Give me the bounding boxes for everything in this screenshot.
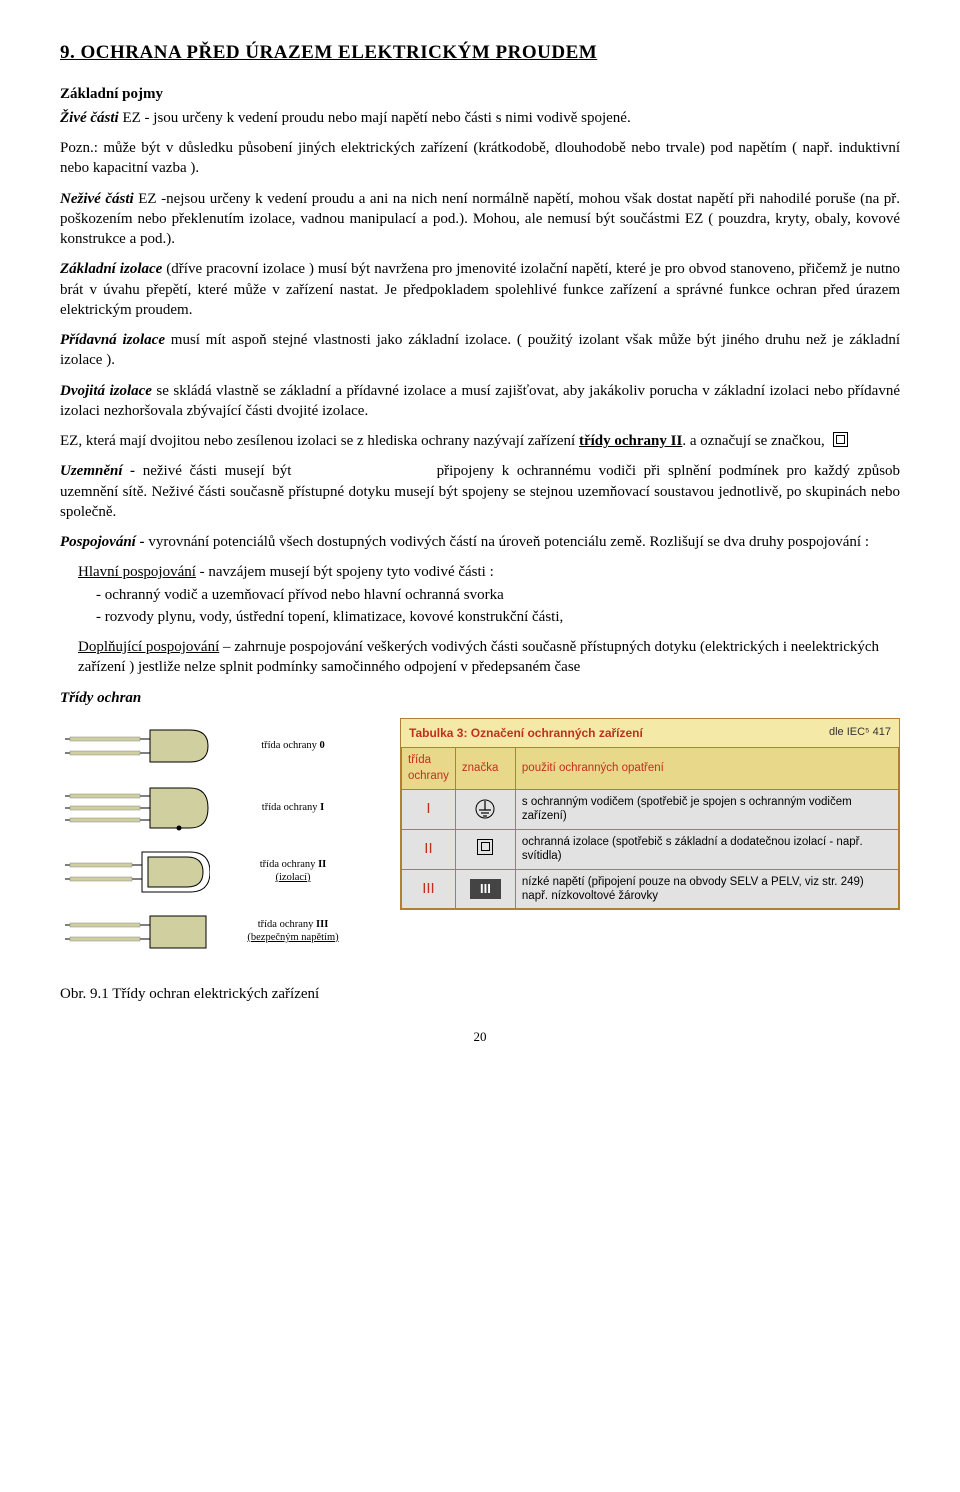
term-pridavna-izolace: Přídavná izolace: [60, 332, 165, 348]
plug-label: třída ochrany I: [218, 802, 368, 815]
ground-icon: [455, 790, 515, 830]
text: EZ -nejsou určeny k vedení proudu a ani …: [60, 191, 900, 248]
hlavni-pospojovani: Hlavní pospojování - navzájem musejí být…: [78, 562, 900, 582]
text-underline: třídy ochrany II: [579, 433, 682, 449]
text-underline: Doplňující pospojování: [78, 639, 219, 655]
paragraph-zakladni-izolace: Základní izolace (dříve pracovní izolace…: [60, 259, 900, 320]
term-dvojita-izolace: Dvojitá izolace: [60, 383, 152, 399]
table-cell-desc: ochranná izolace (spotřebič s základní a…: [515, 829, 898, 869]
paragraph-pospojovani: Pospojování - vyrovnání potenciálů všech…: [60, 532, 900, 552]
class-ii-icon: [833, 432, 848, 447]
class-iii-icon: III: [455, 869, 515, 909]
table-row: III III nízké napětí (připojení pouze na…: [402, 869, 899, 909]
text: musí mít aspoň stejné vlastnosti jako zá…: [60, 332, 900, 368]
plug-class-1: třída ochrany I: [60, 782, 380, 834]
plug-label: třída ochrany II (izolací): [218, 859, 368, 884]
table-header: třída ochrany: [402, 748, 456, 790]
text: II: [318, 859, 326, 870]
text: (dříve pracovní izolace ) musí být navrž…: [60, 261, 900, 318]
term-pospojovani: Pospojování -: [60, 534, 148, 550]
term-nezive-casti: Neživé části: [60, 191, 134, 207]
table-header: použití ochranných opatření: [515, 748, 898, 790]
text: třída ochrany: [258, 919, 316, 930]
text: třída ochrany: [261, 740, 319, 751]
table-cell-desc: nízké napětí (připojení pouze na obvody …: [515, 869, 898, 909]
plug-label: třída ochrany III (bezpečným napětím): [218, 919, 368, 944]
text: - navzájem musejí být spojeny tyto vodiv…: [196, 564, 494, 580]
bullet: - ochranný vodič a uzemňovací přívod neb…: [96, 585, 900, 605]
paragraph-pridavna-izolace: Přídavná izolace musí mít aspoň stejné v…: [60, 330, 900, 371]
plug-icon: [60, 910, 210, 954]
bullet: - rozvody plynu, vody, ústřední topení, …: [96, 607, 900, 627]
plug-label: třída ochrany 0: [218, 740, 368, 753]
text: III: [316, 919, 328, 930]
table-header: značka: [455, 748, 515, 790]
paragraph-uzemneni: Uzemnění - neživé části musejí být připo…: [60, 461, 900, 522]
text: (bezpečným napětím): [247, 932, 338, 943]
text: 0: [320, 740, 325, 751]
plug-icon: [60, 848, 210, 896]
text: . a označují se značkou,: [682, 433, 824, 449]
text: dle IEC⁵ 417: [829, 725, 891, 740]
text: vyrovnání potenciálů všech dostupných vo…: [148, 534, 869, 550]
plug-icon: [60, 782, 210, 834]
paragraph-dvojita-izolace: Dvojitá izolace se skládá vlastně se zák…: [60, 381, 900, 422]
figure-caption: Obr. 9.1 Třídy ochran elektrických zaříz…: [60, 984, 900, 1004]
term-zakladni-izolace: Základní izolace: [60, 261, 162, 277]
paragraph-nezive-casti: Neživé části EZ -nejsou určeny k vedení …: [60, 189, 900, 250]
table-cell-class: I: [402, 790, 456, 830]
text: (izolací): [276, 872, 311, 883]
text: třída ochrany: [262, 802, 320, 813]
text: Pozn.: může být v důsledku působení jiný…: [60, 140, 900, 176]
text: neživé části musejí být: [143, 463, 292, 479]
page-number: 20: [60, 1028, 900, 1046]
table-cell-desc: s ochranným vodičem (spotřebič je spojen…: [515, 790, 898, 830]
term-zive-casti: Živé části: [60, 110, 119, 126]
plug-class-2: třída ochrany II (izolací): [60, 848, 380, 896]
text: EZ, která mají dvojitou nebo zesílenou i…: [60, 433, 579, 449]
table-cell-class: III: [402, 869, 456, 909]
paragraph-zive-casti: Živé části EZ - jsou určeny k vedení pro…: [60, 108, 900, 128]
term-uzemneni: Uzemnění -: [60, 463, 143, 479]
text-underline: Hlavní pospojování: [78, 564, 196, 580]
table-row: II ochranná izolace (spotřebič s základn…: [402, 829, 899, 869]
text: I: [320, 802, 324, 813]
plug-diagrams: třída ochrany 0 třída ochrany I: [60, 718, 380, 968]
paragraph-trida-ii: EZ, která mají dvojitou nebo zesílenou i…: [60, 431, 900, 451]
plug-class-0: třída ochrany 0: [60, 724, 380, 768]
paragraph-pozn: Pozn.: může být v důsledku působení jiný…: [60, 138, 900, 179]
table-row: I s ochranným vodičem (spotřebič je spoj…: [402, 790, 899, 830]
table-cell-class: II: [402, 829, 456, 869]
class-ii-icon: [455, 829, 515, 869]
text: třída ochrany: [260, 859, 318, 870]
table-title: Tabulka 3: Označení ochranných zařízení …: [401, 719, 899, 747]
tridy-ochran-heading: Třídy ochran: [60, 688, 900, 708]
text: se skládá vlastně se základní a přídavné…: [60, 383, 900, 419]
doplnujici-pospojovani: Doplňující pospojování – zahrnuje pospoj…: [78, 637, 900, 678]
page-title: 9. OCHRANA PŘED ÚRAZEM ELEKTRICKÝM PROUD…: [60, 40, 900, 66]
table-header-row: třída ochrany značka použití ochranných …: [402, 748, 899, 790]
protection-class-table: Tabulka 3: Označení ochranných zařízení …: [400, 718, 900, 910]
plug-class-3: třída ochrany III (bezpečným napětím): [60, 910, 380, 954]
text: Tabulka 3: Označení ochranných zařízení: [409, 726, 643, 740]
text: EZ - jsou určeny k vedení proudu nebo ma…: [119, 110, 631, 126]
subheading: Základní pojmy: [60, 84, 900, 104]
plug-icon: [60, 724, 210, 768]
